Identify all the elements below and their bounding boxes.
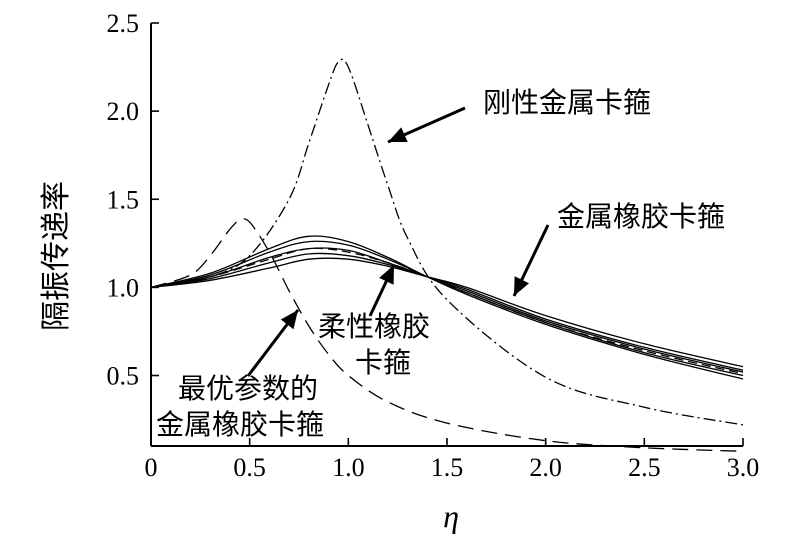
axes: 0 0.5 1.0 1.5 2.0 2.5 3.0 0.5 1.0 1.5 2.0 2.5 (107, 9, 760, 482)
y-tick-label: 1.0 (107, 273, 140, 302)
x-tick-label: 3.0 (727, 453, 760, 482)
annotation-flexible-rubber-line1: 柔性橡胶 (318, 310, 430, 343)
annotation-optimal-line2: 金属橡胶卡箍 (156, 408, 324, 441)
annotation-arrows (246, 106, 550, 377)
arrow-flexible-rubber-clamp-head (379, 265, 394, 285)
x-tick-label: 2.5 (628, 453, 661, 482)
y-tick-label: 0.5 (107, 362, 140, 391)
arrow-rigid-clamp-head (388, 127, 408, 142)
series-line-6 (150, 247, 744, 373)
annotation-flexible-rubber-line2: 卡箍 (355, 346, 411, 379)
y-tick-label: 2.0 (107, 97, 140, 126)
x-axis-title: η (443, 498, 459, 534)
x-tick-label: 1.5 (431, 453, 464, 482)
y-tick-label: 1.5 (107, 185, 140, 214)
series-layer (150, 58, 744, 452)
arrow-optimal-clamp-head (280, 310, 298, 330)
arrow-metal-rubber-clamp-head (514, 276, 529, 296)
series-line-7 (150, 252, 744, 371)
annotation-metal-rubber-clamp: 金属橡胶卡箍 (557, 200, 725, 233)
x-tick-label: 2.0 (529, 453, 562, 482)
annotation-rigid-clamp: 刚性金属卡箍 (483, 86, 651, 119)
x-tick-label: 0 (145, 453, 158, 482)
series-line-5 (150, 240, 744, 377)
y-tick-label: 2.5 (107, 9, 140, 38)
series-line-2 (150, 218, 744, 452)
y-axis-title: 隔振传递率 (39, 181, 74, 331)
annotation-optimal-line1: 最优参数的 (178, 372, 318, 405)
series-line-4 (150, 235, 744, 380)
x-tick-label: 1.0 (332, 453, 365, 482)
series-line-8 (150, 257, 744, 368)
x-tick-label: 0.5 (233, 453, 266, 482)
series-line-1 (150, 58, 744, 426)
